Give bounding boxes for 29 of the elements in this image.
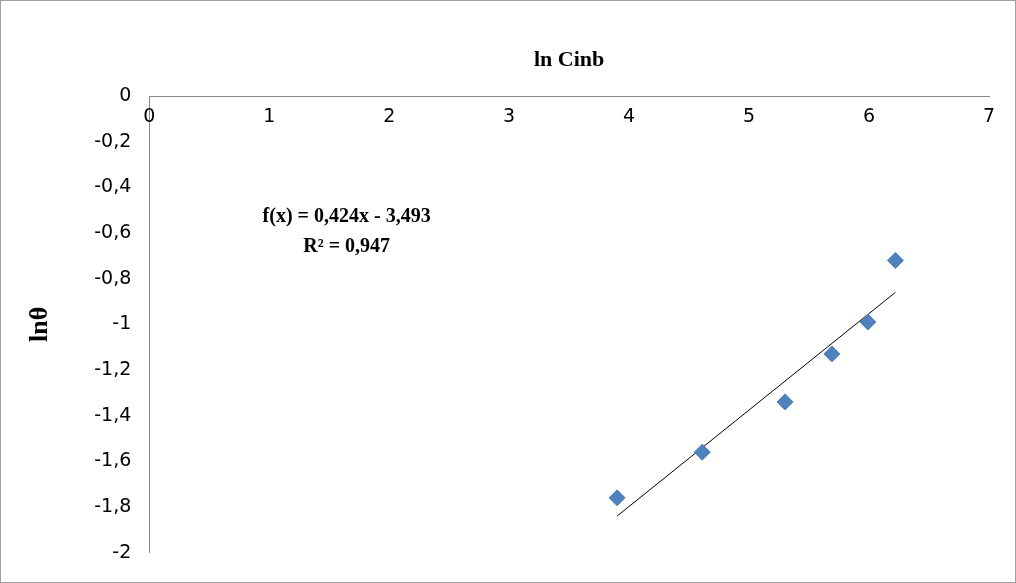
y-tick-label: 0 <box>119 82 132 105</box>
y-tick-label: -1,8 <box>94 493 132 516</box>
y-tick-label: -1,2 <box>94 356 132 379</box>
point <box>859 313 877 331</box>
y-tick-label: -0,6 <box>94 219 132 242</box>
annotation: R² = 0,947 <box>303 234 391 257</box>
x-axis-title: ln Cinb <box>533 45 605 71</box>
point <box>608 489 626 507</box>
x-tick-label: 5 <box>743 104 756 127</box>
x-tick-label: 1 <box>263 104 276 127</box>
point <box>693 443 711 461</box>
x-tick-label: 0 <box>143 104 156 127</box>
y-tick-label: -2 <box>112 539 132 562</box>
annotation: f(x) = 0,424x - 3,493 <box>262 204 431 228</box>
point <box>776 393 794 411</box>
y-tick-label: -0,4 <box>94 174 132 197</box>
x-tick-label: 7 <box>982 104 996 127</box>
y-tick-label: -1,4 <box>94 402 132 425</box>
y-tick-label: -1,6 <box>94 448 132 471</box>
x-tick-label: 6 <box>862 104 876 127</box>
y-tick-label: -1 <box>112 311 132 334</box>
x-tick-label: 4 <box>623 104 636 127</box>
point <box>886 251 904 269</box>
point <box>823 345 841 363</box>
y-tick-label: -0,8 <box>94 265 132 288</box>
y-axis-title: lnθ <box>24 306 54 342</box>
y-tick-label: -0,2 <box>94 128 132 151</box>
x-tick-label: 2 <box>383 104 396 127</box>
x-tick-label: 3 <box>503 104 516 127</box>
